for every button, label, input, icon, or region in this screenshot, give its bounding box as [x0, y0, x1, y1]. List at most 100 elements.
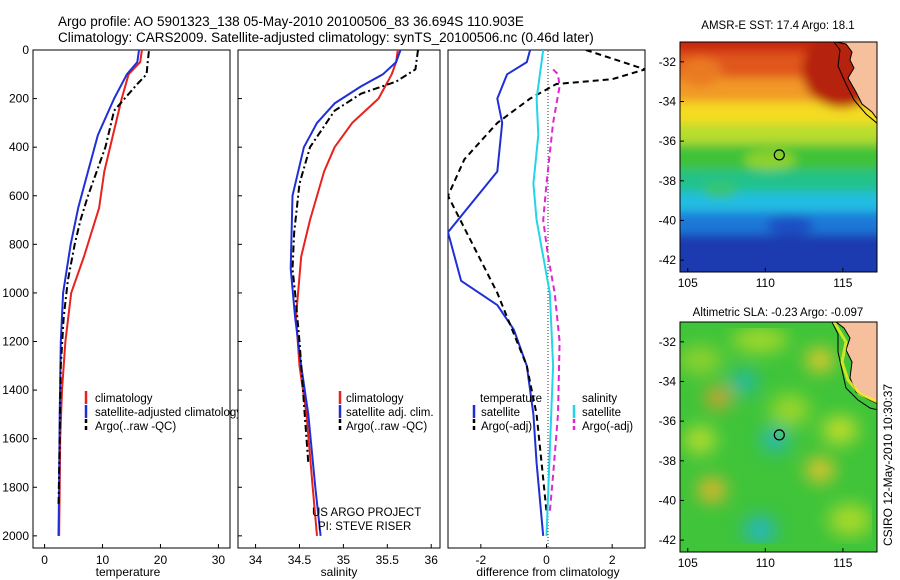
sst-map-title: AMSR-E SST: 17.4 Argo: 18.1: [701, 20, 854, 32]
legend-heading-salinity: salinity: [582, 393, 617, 405]
lon-tick-label: 105: [678, 556, 698, 570]
difference-axes: [447, 49, 646, 549]
legend-label-argo: Argo(..raw -QC): [95, 421, 176, 433]
y-tick-label: 2000: [2, 529, 29, 543]
x-tick-label: 35.5: [376, 553, 400, 567]
pi-annotation: PI: STEVE RISER: [318, 521, 411, 533]
series-line-satellite-adj-clim-: [289, 50, 402, 537]
lat-tick-label: -32: [659, 335, 677, 349]
legend-label-sal-argo: Argo(-adj): [582, 421, 633, 433]
lat-tick-label: -42: [659, 533, 677, 547]
timestamp-stamp: CSIRO 12-May-2010 10:30:37: [881, 384, 895, 546]
figure-title-line1: Argo profile: AO 5901323_138 05-May-2010…: [58, 14, 524, 29]
lat-tick-label: -42: [659, 253, 677, 267]
series-line-temperature-argo-adj-: [448, 50, 645, 512]
sst-map-lon-ticks: 105 110 115: [678, 268, 853, 290]
y-tick-label: 600: [9, 189, 29, 203]
sst-map-image: [680, 42, 877, 272]
lat-tick-label: -34: [659, 94, 677, 108]
x-tick-label: 35: [337, 553, 351, 567]
x-tick-label: 34: [249, 553, 263, 567]
difference-legend: temperature satellite Argo(-adj) salinit…: [472, 393, 633, 433]
legend-label-temp-argo: Argo(-adj): [481, 421, 532, 433]
sst-map-lat-ticks: -32 -34 -36 -38 -40 -42: [659, 55, 684, 267]
x-tick-label: -2: [475, 553, 486, 567]
lat-tick-label: -36: [659, 134, 677, 148]
temperature-x-ticks: 0 10 20 30: [41, 544, 225, 567]
x-tick-label: 20: [154, 553, 168, 567]
series-line-climatology: [295, 50, 399, 536]
x-tick-label: 2: [609, 553, 616, 567]
temperature-series: [57, 50, 150, 536]
x-tick-label: 0: [543, 553, 550, 567]
temperature-legend: climatology satellite-adjusted climatolo…: [84, 391, 242, 433]
legend-label-satellite: satellite-adjusted climatology: [95, 407, 242, 419]
y-tick-label: 800: [9, 237, 29, 251]
salinity-series: [289, 50, 419, 537]
lat-tick-label: -38: [659, 454, 677, 468]
series-line-temperature-satellite: [448, 50, 545, 536]
sst-argo-location-marker: [773, 149, 785, 161]
x-tick-label: 34.5: [288, 553, 312, 567]
legend-label-argo: Argo(..raw -QC): [346, 421, 427, 433]
lat-tick-label: -32: [659, 55, 677, 69]
series-line-argo-raw-qc-: [57, 51, 150, 507]
sla-map-frame: [679, 321, 878, 553]
difference-series: [448, 50, 645, 536]
y-tick-label: 200: [9, 92, 29, 106]
x-tick-label: 30: [212, 553, 226, 567]
salinity-legend: climatology satellite adj. clim. Argo(..…: [338, 391, 434, 433]
lon-tick-label: 105: [678, 276, 698, 290]
difference-panel: -2 0 2 difference from climatology tempera…: [447, 49, 646, 579]
sla-map-lon-ticks: 105 110 115: [678, 548, 853, 570]
legend-label-climatology: climatology: [346, 393, 404, 405]
lon-tick-label: 115: [833, 556, 852, 570]
lon-tick-label: 110: [756, 276, 775, 290]
series-line-salinity-satellite: [532, 50, 555, 536]
sla-map-image: [680, 322, 877, 552]
salinity-x-ticks: 34 34.5 35 35.5 36: [249, 544, 438, 567]
lat-tick-label: -34: [659, 374, 677, 388]
sla-map-panel: Altimetric SLA: -0.23 Argo: -0.097: [659, 307, 878, 570]
project-annotation: US ARGO PROJECT: [312, 507, 421, 519]
y-tick-label: 1600: [2, 432, 29, 446]
lat-tick-label: -40: [659, 213, 677, 227]
y-tick-label: 1400: [2, 383, 29, 397]
difference-x-ticks: -2 0 2: [475, 544, 616, 567]
series-line-argo-raw-qc-: [291, 50, 419, 464]
lat-tick-label: -38: [659, 174, 677, 188]
lon-tick-label: 110: [756, 556, 775, 570]
y-tick-label: 400: [9, 140, 29, 154]
lon-tick-label: 115: [833, 276, 852, 290]
salinity-xlabel: salinity: [321, 565, 358, 579]
legend-label-sal-satellite: satellite: [582, 407, 621, 419]
temperature-panel: 0 200 400 600 800 1000 1200 1400 1600 1800 2000 0 1…: [2, 43, 242, 579]
sla-argo-location-marker: [773, 429, 785, 441]
sla-map-lat-ticks: -32 -34 -36 -38 -40 -42: [659, 335, 684, 547]
y-tick-label: 0: [22, 43, 29, 57]
y-tick-label: 1000: [2, 286, 29, 300]
legend-label-satellite: satellite adj. clim.: [346, 407, 434, 419]
series-line-salinity-argo-adj-: [542, 68, 561, 512]
legend-label-climatology: climatology: [95, 393, 153, 405]
temperature-y-ticks: 0 200 400 600 800 1000 1200 1400 1600 1800 2000: [2, 43, 37, 543]
y-tick-label: 1800: [2, 480, 29, 494]
x-tick-label: 0: [41, 553, 48, 567]
salinity-panel: 34 34.5 35 35.5 36 salinity climatology sate…: [237, 49, 441, 579]
x-tick-label: 36: [425, 553, 439, 567]
lat-tick-label: -36: [659, 414, 677, 428]
legend-heading-temperature: temperature: [480, 393, 542, 405]
difference-xlabel: difference from climatology: [476, 565, 619, 579]
sst-map-panel: AMSR-E SST: 17.4 Argo: 18.1: [659, 20, 878, 290]
x-tick-label: 10: [96, 553, 110, 567]
y-tick-label: 1200: [2, 335, 29, 349]
series-line-satellite-adjusted-climatology: [57, 50, 140, 536]
sla-map-title: Altimetric SLA: -0.23 Argo: -0.097: [693, 307, 864, 319]
temperature-xlabel: temperature: [96, 565, 161, 579]
salinity-y-ticks: [238, 49, 242, 537]
sst-map-frame: [679, 41, 878, 273]
figure-title-line2: Climatology: CARS2009. Satellite-adjuste…: [58, 30, 594, 45]
lat-tick-label: -40: [659, 493, 677, 507]
salinity-axes: [237, 49, 441, 549]
